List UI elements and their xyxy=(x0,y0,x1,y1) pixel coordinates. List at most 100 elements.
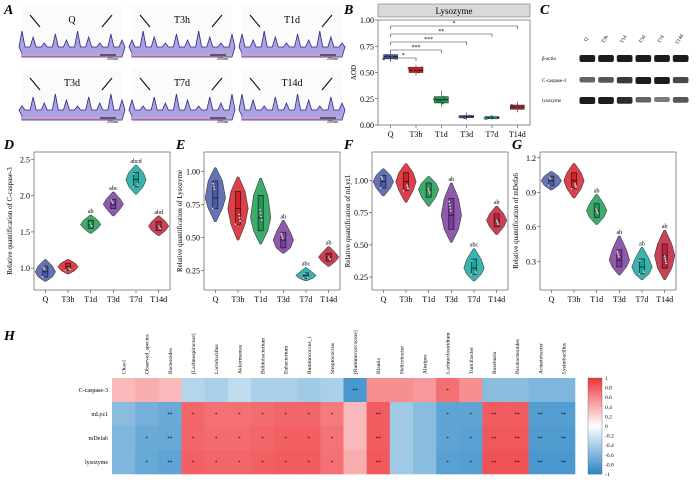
colorbar-segment xyxy=(588,454,602,458)
heatmap-cell xyxy=(274,450,298,475)
panel-a-histology: A Q 200um T3h 200um T1d 200um T3d 200um T7d 200um… xyxy=(3,3,346,124)
heatmap-star: * xyxy=(446,461,449,466)
heatmap-column-label: Lachnoclostridium xyxy=(446,332,452,374)
blot-background xyxy=(538,18,694,128)
heatmap-column-label: [Lachnospiraceae] xyxy=(191,333,197,374)
data-point xyxy=(448,200,451,203)
heatmap-cell xyxy=(389,426,414,451)
arrow-annotation xyxy=(29,14,41,28)
tissue-villi xyxy=(238,93,346,121)
colorbar-segment xyxy=(588,426,602,429)
heatmap-column-label: Chao1 xyxy=(122,359,128,374)
plot-d: 1.0 1.5 2.0 2.5 Q T3h T1d T3d T7d T14d Relative qu… xyxy=(6,151,171,304)
data-point xyxy=(259,215,263,218)
heatmap-cell xyxy=(135,402,159,427)
heatmap-star: * xyxy=(446,389,449,394)
y-axis-label: Relative quantification of C-caspase-3 xyxy=(6,167,14,275)
heatmap-cell xyxy=(181,450,205,475)
y-tick-label: 0.3 xyxy=(526,257,536,266)
blot-band xyxy=(616,97,633,104)
heatmap-cell xyxy=(320,378,344,403)
data-point xyxy=(394,57,398,60)
blot-band xyxy=(635,77,652,84)
x-tick-label: T3d xyxy=(460,130,473,139)
data-point xyxy=(428,191,431,195)
arrow-annotation xyxy=(101,77,113,91)
box xyxy=(408,66,424,73)
significance-letters: abc xyxy=(109,186,118,192)
x-tick-label: T7d xyxy=(636,295,649,304)
heatmap-cell xyxy=(181,378,205,403)
y-tick-label: 1.00 xyxy=(360,16,374,25)
y-axis-label: Relative quantification of Lysozyme xyxy=(176,170,184,272)
data-point xyxy=(379,186,383,190)
data-point xyxy=(381,177,384,181)
plot-frame xyxy=(377,19,531,126)
heatmap-star: * xyxy=(331,413,334,418)
data-point xyxy=(510,104,514,107)
lane-label: T1d xyxy=(620,35,629,45)
colorbar-tick-label: 1 xyxy=(605,376,608,382)
heatmap-column-label: Acinetobacter xyxy=(538,343,544,374)
colorbar-segment xyxy=(588,450,602,453)
data-point xyxy=(406,187,410,191)
heatmap-star: ** xyxy=(491,413,497,418)
x-tick-label: T1d xyxy=(254,295,267,304)
heatmap-cell xyxy=(320,450,344,475)
heatmap-star: * xyxy=(470,437,473,442)
colorbar-segment xyxy=(588,409,602,412)
data-point xyxy=(489,115,492,119)
colorbar-tick-label: 0.6 xyxy=(605,395,612,401)
heatmap-star: * xyxy=(215,413,218,418)
colorbar-tick-label: 0.8 xyxy=(605,386,612,392)
x-tick-label: T3h xyxy=(62,295,75,304)
heatmap-cell xyxy=(320,426,344,451)
x-tick-label: T1d xyxy=(590,295,603,304)
colorbar-segment xyxy=(588,421,602,424)
heatmap-star: * xyxy=(215,437,218,442)
panel-d-violin: D 1.0 1.5 2.0 2.5 Q T3h T1d T3d T7d T14d Relative … xyxy=(3,138,171,304)
significance-letters: ab xyxy=(326,241,332,247)
heatmap-cell xyxy=(297,450,321,475)
significance-letters: abcd xyxy=(130,159,141,165)
colorbar-segment xyxy=(588,452,602,456)
histology-tiles: Q 200um T3h 200um T1d 200um T3d 200um T7d 200um T1… xyxy=(18,5,346,124)
y-tick-label: 0.25 xyxy=(360,95,374,104)
y-tick-label: 0.6 xyxy=(526,223,536,232)
data-point xyxy=(433,97,436,101)
heatmap-star: * xyxy=(192,413,195,418)
heatmap-column-label: Parabacteroides xyxy=(515,339,521,374)
heatmap-column-label: Blautia xyxy=(376,358,382,374)
heatmap-column-label: Lactobacillus xyxy=(214,344,220,374)
plot-frame xyxy=(203,151,341,291)
heatmap-cell xyxy=(436,450,460,475)
colorbar-segment xyxy=(588,438,602,441)
lane-label: Q xyxy=(584,37,590,43)
scale-bar-label: 200um xyxy=(107,56,119,61)
data-point xyxy=(238,219,242,223)
colorbar-segment xyxy=(588,462,602,465)
panel-letter-f: F xyxy=(343,138,354,153)
data-point xyxy=(211,207,215,210)
y-axis-label: Relative quantification of mLyz1 xyxy=(344,174,352,267)
data-point xyxy=(638,272,641,276)
data-point xyxy=(43,268,46,271)
arrow-annotation xyxy=(29,77,41,91)
heatmap-column-label: Observed_species xyxy=(145,334,151,374)
y-tick-label: 0.25 xyxy=(186,266,200,275)
heatmap-cell xyxy=(436,378,460,403)
heatmap-cell xyxy=(158,402,182,427)
data-point xyxy=(474,271,478,275)
heatmap-star: ** xyxy=(376,413,382,418)
data-point xyxy=(328,258,332,261)
panel-c-western-blot: C Q T3h T1d T3d T7d T14d β-actin C-caspase-3 lys… xyxy=(538,3,694,128)
histology-group-label: T14d xyxy=(281,78,302,89)
tissue-villi xyxy=(128,30,236,58)
colorbar-segment xyxy=(588,471,602,475)
histology-group-label: T7d xyxy=(174,78,190,89)
data-point xyxy=(549,177,552,181)
heatmap-column-label: Turicibacter xyxy=(469,347,475,374)
colorbar-tick-label: 0.2 xyxy=(605,414,612,420)
heatmap-cell xyxy=(366,402,391,427)
